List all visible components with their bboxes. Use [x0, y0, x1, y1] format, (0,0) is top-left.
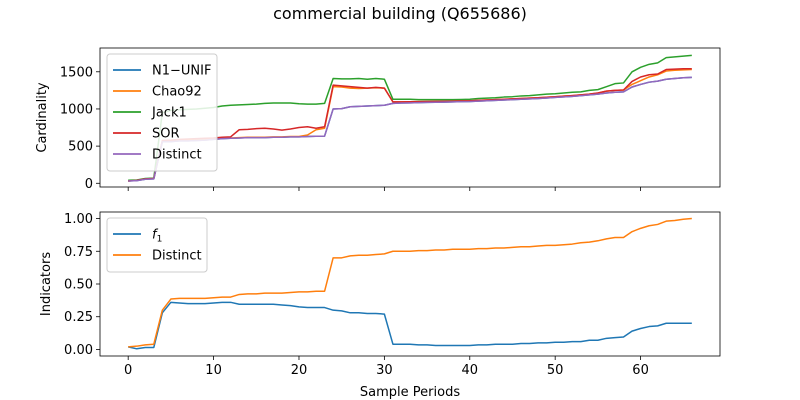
axes-frame-0: [99, 47, 721, 188]
x-axis-label: Sample Periods: [360, 385, 460, 400]
y-axis-label-0: Cardinality: [35, 82, 50, 153]
legend-label-0-3: SOR: [152, 127, 180, 142]
legend-1: [106, 217, 208, 273]
legend-label-1-1: Distinct: [152, 249, 202, 264]
x-tick-label-4: 40: [462, 363, 479, 378]
legend-label-1-0: f1: [152, 228, 162, 245]
legend-0: [106, 53, 218, 172]
legend-label-0-1: Chao92: [152, 85, 202, 100]
y-tick-label-0-3: 1500: [60, 65, 93, 80]
y-tick-label-0-2: 1000: [60, 102, 93, 117]
y-tick-label-1-0: 0.00: [64, 343, 93, 358]
cardinality-panel: 0 500 1000 1500 Cardinality N1−UNIF Chao92 Jack…: [35, 47, 721, 192]
x-tick-label-1: 10: [205, 363, 222, 378]
x-tick-label-2: 20: [291, 363, 308, 378]
series-line-1-0: [128, 301, 692, 350]
y-tick-label-1-2: 0.50: [64, 278, 93, 293]
x-tick-label-3: 30: [376, 363, 393, 378]
legend-label-0-0: N1−UNIF: [152, 64, 211, 79]
legend-label-0-2: Jack1: [151, 106, 187, 121]
y-tick-label-1-3: 0.75: [64, 245, 93, 260]
series-line-0-2: [128, 54, 692, 182]
indicators-panel: 0 10 20 30 40 50 60 0.00 0.25 0.50 0.75 1.00 Indicat…: [39, 211, 721, 378]
y-axis-label-1: Indicators: [39, 252, 54, 316]
y-tick-label-0-1: 500: [68, 140, 93, 155]
legend-label-0-4: Distinct: [152, 148, 202, 163]
series-line-0-3: [128, 68, 692, 182]
x-tick-label-5: 50: [547, 363, 564, 378]
x-tick-label-0: 0: [124, 363, 132, 378]
series-line-0-4: [128, 76, 692, 182]
x-tick-label-6: 60: [632, 363, 649, 378]
y-tick-label-1-4: 1.00: [64, 212, 93, 227]
y-tick-label-1-1: 0.25: [64, 310, 93, 325]
figure-title: commercial building (Q655686): [273, 4, 527, 23]
y-tick-label-0-0: 0: [85, 177, 93, 192]
series-line-1-1: [128, 217, 692, 348]
